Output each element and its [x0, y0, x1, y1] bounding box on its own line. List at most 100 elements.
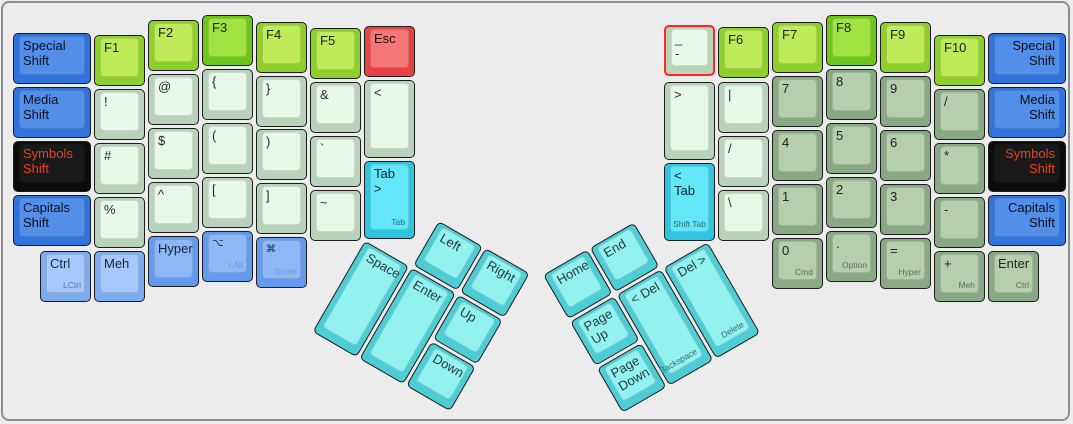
key-f8[interactable]: F8	[826, 15, 877, 66]
key-hyper-left[interactable]: Hyper	[148, 236, 199, 287]
keytop: 7	[778, 79, 817, 118]
key-media-shift-right[interactable]: Media Shift	[988, 87, 1066, 138]
keytop: Capitals Shift	[19, 198, 85, 237]
key-special-shift-right[interactable]: Special Shift	[988, 33, 1066, 84]
key-less-than[interactable]: <	[364, 80, 415, 158]
key-label: Esc	[374, 31, 396, 46]
key-num-0[interactable]: 0 Cmd	[772, 238, 823, 289]
key-tab-backward[interactable]: < Tab Shift Tab	[664, 163, 715, 241]
key-f7[interactable]: F7	[772, 22, 823, 73]
key-percent[interactable]: %	[94, 197, 145, 248]
key-label: (	[212, 128, 217, 143]
key-num-1[interactable]: 1	[772, 184, 823, 235]
key-label: 0	[782, 243, 790, 258]
keytop: Symbols Shift	[19, 144, 85, 183]
key-sublabel: Super	[274, 266, 297, 276]
keytop: F9	[886, 25, 925, 64]
key-label: ]	[266, 188, 270, 203]
key-num-5[interactable]: 5	[826, 123, 877, 174]
key-num-6[interactable]: 6	[880, 130, 931, 181]
key-f3[interactable]: F3	[202, 15, 253, 66]
key-exclamation[interactable]: !	[94, 89, 145, 140]
key-hash[interactable]: #	[94, 143, 145, 194]
key-underscore-dash[interactable]: _ -	[664, 25, 715, 76]
key-symbols-shift-left[interactable]: Symbols Shift	[13, 141, 91, 192]
key-f2[interactable]: F2	[148, 20, 199, 71]
key-label: *	[944, 148, 950, 163]
key-label: {	[212, 74, 217, 89]
key-lalt[interactable]: ⌥ LAlt	[202, 231, 253, 282]
key-symbols-shift-right[interactable]: Symbols Shift	[988, 141, 1066, 192]
key-special-shift-left[interactable]: Special Shift	[13, 33, 91, 84]
key-label: < Tab	[674, 168, 695, 198]
key-label: &	[320, 87, 329, 102]
keytop: 1	[778, 187, 817, 226]
key-close-brace[interactable]: }	[256, 76, 307, 127]
key-tilde[interactable]: ~	[310, 190, 361, 241]
keytop: = Hyper	[886, 241, 925, 280]
key-caret[interactable]: ^	[148, 182, 199, 233]
key-num-7[interactable]: 7	[772, 76, 823, 127]
key-open-paren[interactable]: (	[202, 123, 253, 174]
key-ampersand[interactable]: &	[310, 82, 361, 133]
key-plus[interactable]: + Meh	[934, 251, 985, 302]
key-label: Space	[363, 250, 404, 282]
key-minus[interactable]: -	[934, 197, 985, 248]
key-num-8[interactable]: 8	[826, 69, 877, 120]
keytop: [	[208, 180, 247, 219]
key-f10[interactable]: F10	[934, 35, 985, 86]
key-pipe[interactable]: |	[718, 82, 769, 133]
keytop: Home	[549, 255, 603, 309]
key-label: F7	[782, 27, 798, 42]
key-close-paren[interactable]: )	[256, 129, 307, 180]
key-f4[interactable]: F4	[256, 22, 307, 73]
key-f5[interactable]: F5	[310, 28, 361, 79]
key-f6[interactable]: F6	[718, 27, 769, 78]
keytop: <	[370, 83, 409, 149]
keytop: . Option	[832, 234, 871, 273]
key-capitals-shift-left[interactable]: Capitals Shift	[13, 195, 91, 246]
key-sublabel: Hyper	[898, 267, 921, 277]
key-label: }	[266, 81, 271, 96]
key-backtick[interactable]: `	[310, 136, 361, 187]
key-period[interactable]: . Option	[826, 231, 877, 282]
key-slash-inner[interactable]: /	[718, 136, 769, 187]
key-label: >	[674, 87, 682, 102]
key-num-4[interactable]: 4	[772, 130, 823, 181]
key-at[interactable]: @	[148, 74, 199, 125]
key-meh-left[interactable]: Meh	[94, 251, 145, 302]
keytop: Hyper	[154, 239, 193, 278]
key-label: F8	[836, 20, 852, 35]
key-esc[interactable]: Esc	[364, 26, 415, 77]
key-tab-forward[interactable]: Tab > Tab	[364, 161, 415, 239]
key-equals[interactable]: = Hyper	[880, 238, 931, 289]
key-sublabel: Option	[841, 260, 867, 270]
keytop: >	[670, 85, 709, 151]
key-f9[interactable]: F9	[880, 22, 931, 73]
key-asterisk[interactable]: *	[934, 143, 985, 194]
key-enter-right[interactable]: Enter Ctrl	[988, 251, 1039, 302]
key-open-bracket[interactable]: [	[202, 177, 253, 228]
key-label: [	[212, 182, 216, 197]
keytop: /	[724, 139, 763, 178]
key-media-shift-left[interactable]: Media Shift	[13, 87, 91, 138]
key-greater-than[interactable]: >	[664, 82, 715, 160]
key-super-left[interactable]: ⌘ Super	[256, 237, 307, 288]
key-ctrl-left[interactable]: Ctrl LCtrl	[40, 251, 91, 302]
key-f1[interactable]: F1	[94, 35, 145, 86]
key-dollar[interactable]: $	[148, 128, 199, 179]
key-label: _ -	[675, 31, 683, 61]
key-close-bracket[interactable]: ]	[256, 183, 307, 234]
key-num-9[interactable]: 9	[880, 76, 931, 127]
key-capitals-shift-right[interactable]: Capitals Shift	[988, 195, 1066, 246]
key-num-3[interactable]: 3	[880, 184, 931, 235]
key-open-brace[interactable]: {	[202, 69, 253, 120]
key-num-2[interactable]: 2	[826, 177, 877, 228]
key-label: 6	[890, 135, 898, 150]
key-slash-outer[interactable]: /	[934, 89, 985, 140]
keytop: 8	[832, 72, 871, 111]
key-backslash[interactable]: \	[718, 190, 769, 241]
key-label: Symbols Shift	[23, 146, 73, 176]
